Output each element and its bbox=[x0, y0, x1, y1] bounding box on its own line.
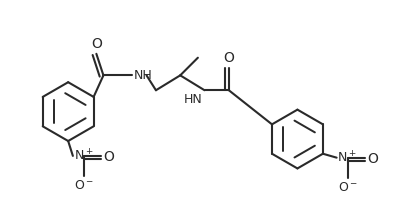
Text: O: O bbox=[367, 152, 378, 166]
Text: O$^-$: O$^-$ bbox=[338, 181, 357, 194]
Text: N$^+$: N$^+$ bbox=[337, 150, 357, 165]
Text: O$^-$: O$^-$ bbox=[74, 179, 94, 192]
Text: O: O bbox=[103, 151, 114, 164]
Text: O: O bbox=[91, 37, 102, 51]
Text: NH: NH bbox=[134, 69, 153, 82]
Text: HN: HN bbox=[183, 93, 202, 106]
Text: N$^+$: N$^+$ bbox=[73, 148, 93, 164]
Text: O: O bbox=[224, 51, 234, 65]
